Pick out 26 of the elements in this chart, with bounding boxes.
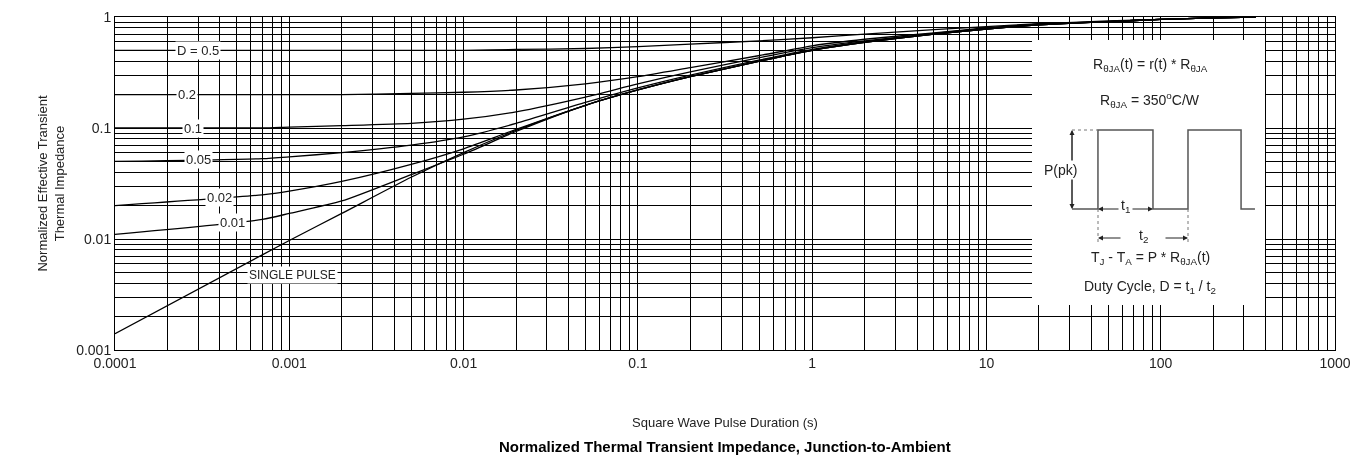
x-tick-label: 0.001	[271, 354, 308, 371]
series-label: D = 0.5	[177, 43, 220, 58]
x-tick-label: 0.1	[628, 354, 648, 371]
text: Normalized Thermal Transient Impedance, Junction-to-Ambient	[499, 438, 951, 455]
series-label: 0.1	[184, 121, 203, 136]
series-label: SINGLE PULSE	[249, 268, 336, 282]
y-axis-title: Normalized Effective Transient Thermal Impedance	[35, 95, 68, 272]
annotation: T$_{J}$ - T$_{A}$ = P * R$_{θJA}$(t)	[1091, 249, 1211, 267]
x-tick-label: 10	[978, 354, 995, 371]
annotation: R$_{θJA}$ = 350$^{o}$C/W	[1100, 90, 1200, 110]
y-tick-label: 1	[103, 8, 112, 25]
x-axis-title: Square Wave Pulse Duration (s)	[632, 415, 818, 430]
annotation: P(pk)	[1044, 162, 1078, 178]
series-label: 0.01	[220, 215, 246, 230]
y-tick-label: 0.1	[91, 119, 112, 136]
x-tick-label: 1000	[1319, 354, 1351, 371]
annotation: Duty Cycle, D = t$_{1}$ / t$_{2}$	[1084, 278, 1216, 296]
series-label: 0.02	[207, 190, 233, 205]
series-label: 0.2	[178, 87, 197, 102]
x-tick-label: 1	[808, 354, 817, 371]
series-label: 0.05	[186, 152, 212, 167]
y-tick-label: 0.01	[83, 230, 112, 247]
x-tick-label: 0.01	[449, 354, 478, 371]
annotation: t$_{2}$	[1139, 227, 1149, 245]
x-tick-label: 100	[1149, 354, 1173, 371]
annotation: R$_{θJA}$(t) = r(t) * R$_{θJA}$	[1093, 56, 1208, 74]
